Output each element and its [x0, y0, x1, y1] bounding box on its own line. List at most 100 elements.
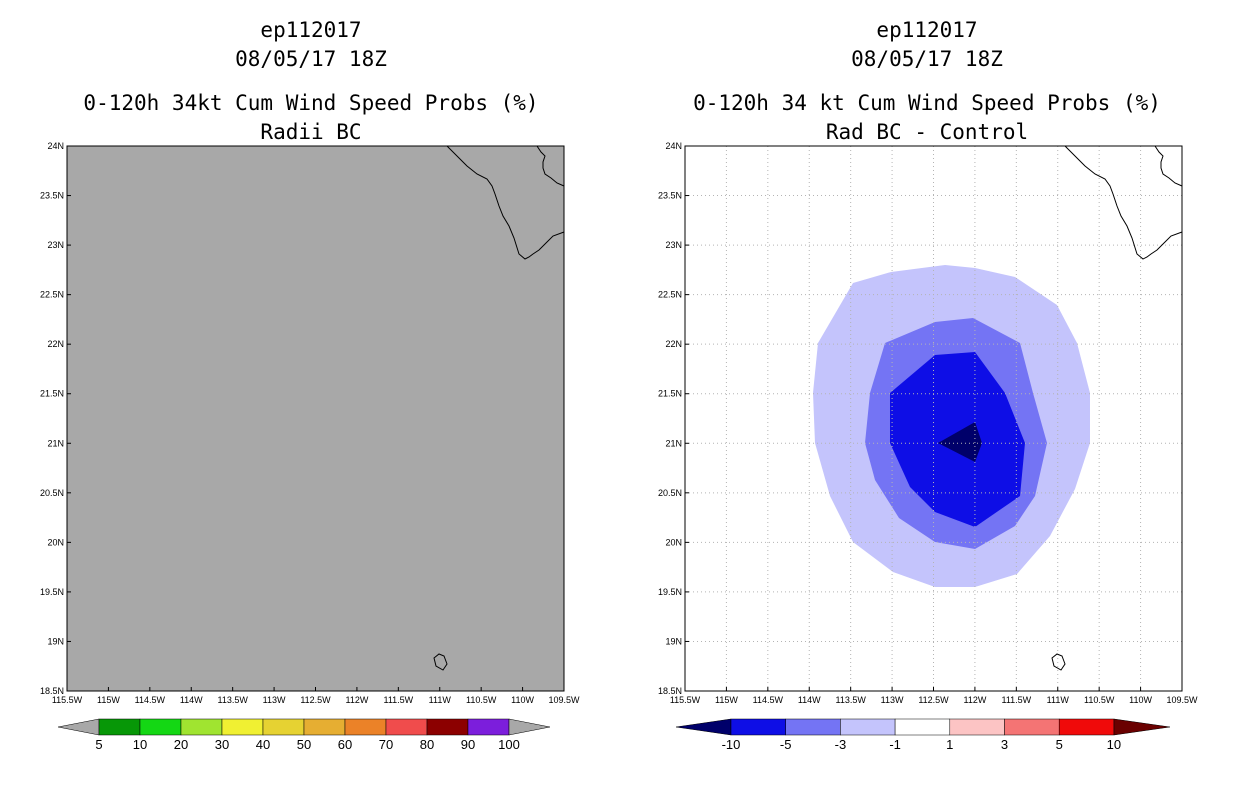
- right-colorbar-label: -1: [889, 737, 901, 752]
- right-title-date: 08/05/17 18Z: [851, 47, 1003, 71]
- right-map-coastline-east: [1154, 145, 1183, 187]
- lat-label-19.5N: 19.5N: [40, 587, 64, 597]
- lon-label-115.5W: 115.5W: [670, 695, 701, 705]
- lat-label-20.5N: 20.5N: [658, 488, 682, 498]
- right-colorbar-box-1: [785, 718, 841, 736]
- right-latitude-labels: 24N 23.5N 23N 22.5N 22N 21.5N 21N 20.5N 20N 19.5N…: [658, 141, 682, 696]
- left-colorbar-box-8: [426, 718, 469, 736]
- right-colorbar-box-5: [1004, 718, 1060, 736]
- lat-label-19N: 19N: [665, 636, 682, 646]
- lat-label-18.5N: 18.5N: [658, 686, 682, 696]
- left-map-coastline-baja: [446, 145, 565, 260]
- right-title-product: 0-120h 34 kt Cum Wind Speed Probs (%): [693, 91, 1161, 115]
- right-colorbar-label: 5: [1056, 737, 1063, 752]
- lon-label-111W: 111W: [429, 695, 452, 705]
- right-colorbar-labels: -10 -5 -3 -1 1 3 5 10: [722, 737, 1122, 752]
- left-colorbar-box-6: [344, 718, 387, 736]
- right-colorbar-box-0: [730, 718, 786, 736]
- left-colorbar-label: 40: [256, 737, 270, 752]
- lon-label-113W: 113W: [263, 695, 286, 705]
- left-colorbar-box-9: [467, 718, 510, 736]
- lat-label-21.5N: 21.5N: [658, 389, 682, 399]
- right-colorbar-boxes: [730, 718, 1115, 736]
- lon-label-115W: 115W: [715, 695, 738, 705]
- lon-label-111.5W: 111.5W: [383, 695, 413, 705]
- right-colorbar-box-4: [949, 718, 1005, 736]
- left-colorbar-boxes: [98, 718, 510, 736]
- left-map: 24N 23.5N 23N 22.5N 22N 21.5N 21N 20.5N 20N 19.5N…: [40, 141, 580, 705]
- lon-label-109.5W: 109.5W: [1166, 695, 1198, 705]
- left-colorbar-box-4: [262, 718, 305, 736]
- left-colorbar-high-arrow: [508, 718, 551, 736]
- left-longitude-labels: 115.5W 115W 114.5W 114W 113.5W 113W 112.5W 112W…: [52, 695, 580, 705]
- left-colorbar-box-1: [139, 718, 182, 736]
- left-colorbar-label: 10: [133, 737, 147, 752]
- right-colorbar-low-arrow: [675, 718, 732, 736]
- left-colorbar-box-0: [98, 718, 141, 736]
- left-colorbar-label: 50: [297, 737, 311, 752]
- left-map-island: [433, 653, 448, 671]
- lon-label-113.5W: 113.5W: [835, 695, 866, 705]
- left-colorbar-box-5: [303, 718, 346, 736]
- lon-label-110.5W: 110.5W: [466, 695, 497, 705]
- left-title-storm-id: ep112017: [260, 18, 362, 42]
- lat-label-22N: 22N: [665, 339, 682, 349]
- contour-band-minus10: [938, 422, 982, 462]
- lon-label-111W: 111W: [1047, 695, 1070, 705]
- lat-label-21.5N: 21.5N: [40, 389, 64, 399]
- lat-label-24N: 24N: [665, 141, 682, 151]
- left-colorbar-label: 70: [379, 737, 393, 752]
- left-map-probability-fill: [67, 146, 564, 691]
- left-colorbar-box-3: [221, 718, 264, 736]
- lon-label-115.5W: 115.5W: [52, 695, 83, 705]
- lon-label-112.5W: 112.5W: [918, 695, 949, 705]
- right-colorbar-label: 3: [1001, 737, 1008, 752]
- right-title-storm-id: ep112017: [876, 18, 978, 42]
- lat-label-21N: 21N: [47, 438, 64, 448]
- left-title-product: 0-120h 34kt Cum Wind Speed Probs (%): [83, 91, 539, 115]
- lat-label-23N: 23N: [47, 240, 64, 250]
- lon-label-112.5W: 112.5W: [300, 695, 331, 705]
- right-title-subtitle: Rad BC - Control: [825, 120, 1029, 144]
- lon-label-111.5W: 111.5W: [1001, 695, 1031, 705]
- right-map-island: [1051, 653, 1066, 671]
- lon-label-113.5W: 113.5W: [217, 695, 248, 705]
- left-colorbar-label: 20: [174, 737, 188, 752]
- left-colorbar-box-2: [180, 718, 223, 736]
- left-colorbar-low-arrow: [57, 718, 100, 736]
- right-map: 24N 23.5N 23N 22.5N 22N 21.5N 21N 20.5N 20N 19.5N…: [658, 141, 1198, 705]
- lat-label-23.5N: 23.5N: [40, 191, 64, 201]
- right-map-coastline-baja: [1064, 145, 1183, 260]
- left-title-subtitle: Radii BC: [260, 120, 362, 144]
- right-colorbar-label: 1: [946, 737, 953, 752]
- right-colorbar-high-arrow: [1113, 718, 1171, 736]
- lat-label-22.5N: 22.5N: [658, 290, 682, 300]
- lat-label-24N: 24N: [47, 141, 64, 151]
- right-colorbar: -10 -5 -3 -1 1 3 5 10: [675, 718, 1171, 752]
- right-colorbar-box-6: [1058, 718, 1115, 736]
- lon-label-112W: 112W: [345, 695, 368, 705]
- left-colorbar-label: 60: [338, 737, 352, 752]
- lon-label-110W: 110W: [1129, 695, 1152, 705]
- left-axis-ticks: [66, 145, 565, 692]
- lon-label-113W: 113W: [881, 695, 904, 705]
- right-colorbar-label: -10: [722, 737, 741, 752]
- lat-label-19N: 19N: [47, 636, 64, 646]
- lat-label-22.5N: 22.5N: [40, 290, 64, 300]
- lat-label-20.5N: 20.5N: [40, 488, 64, 498]
- left-title-date: 08/05/17 18Z: [235, 47, 387, 71]
- left-colorbar-label: 30: [215, 737, 229, 752]
- left-colorbar-label: 5: [95, 737, 102, 752]
- lon-label-110.5W: 110.5W: [1084, 695, 1115, 705]
- right-colorbar-box-2: [840, 718, 896, 736]
- left-latitude-labels: 24N 23.5N 23N 22.5N 22N 21.5N 21N 20.5N 20N 19.5N…: [40, 141, 64, 696]
- left-colorbar-box-7: [385, 718, 428, 736]
- lon-label-114.5W: 114.5W: [753, 695, 784, 705]
- left-colorbar-label: 80: [420, 737, 434, 752]
- left-title: ep112017 08/05/17 18Z 0-120h 34kt Cum Wi…: [61, 16, 561, 147]
- lon-label-114.5W: 114.5W: [135, 695, 166, 705]
- lon-label-114W: 114W: [180, 695, 203, 705]
- left-colorbar-label: 100: [498, 737, 520, 752]
- lat-label-23.5N: 23.5N: [658, 191, 682, 201]
